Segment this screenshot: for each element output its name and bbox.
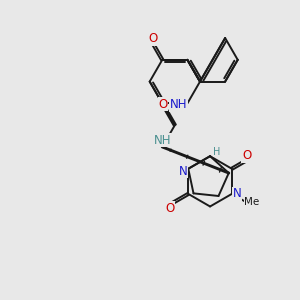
Text: O: O [148, 32, 158, 45]
Text: NH: NH [154, 134, 171, 147]
Text: O: O [165, 202, 174, 215]
Text: O: O [158, 98, 168, 111]
Text: O: O [242, 149, 251, 162]
Text: NH: NH [170, 98, 188, 111]
Text: H: H [213, 147, 220, 157]
Text: Me: Me [244, 196, 260, 206]
Text: N: N [178, 165, 187, 178]
Text: N: N [233, 188, 242, 200]
